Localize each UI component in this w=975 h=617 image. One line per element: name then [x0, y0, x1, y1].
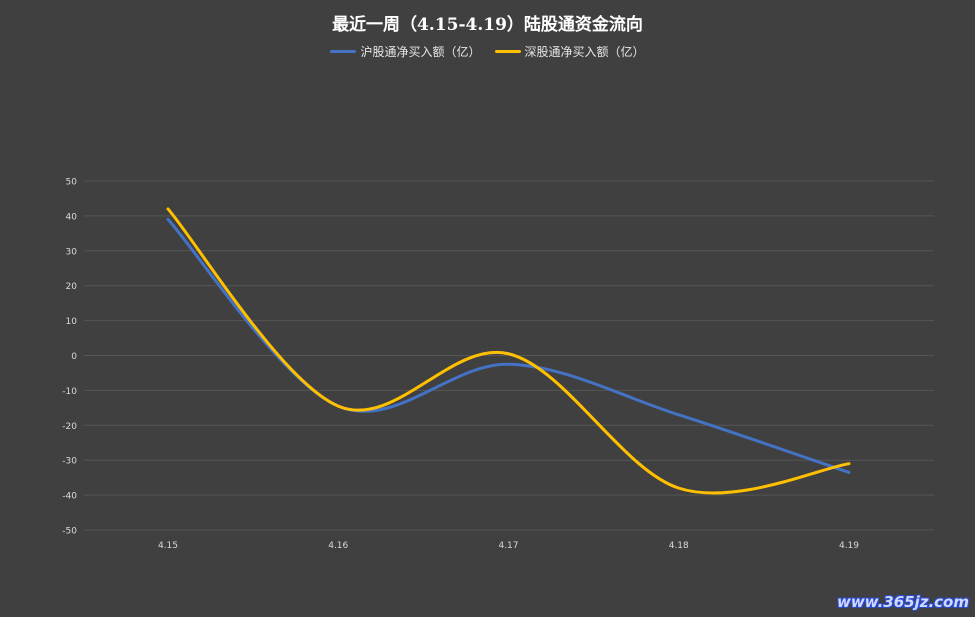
y-tick-label-5: 0 [71, 352, 77, 362]
y-tick-label-1: 40 [66, 212, 78, 222]
legend-item-series-2: 深股通净买入额（亿） [494, 43, 645, 60]
series-line-2 [166, 207, 851, 495]
legend-label-series-1: 沪股通净买入额（亿） [360, 45, 481, 59]
legend-item-series-1: 沪股通净买入额（亿） [330, 43, 481, 60]
legend-label-series-2: 深股通净买入额（亿） [524, 45, 645, 59]
x-tick-label-3: 4.18 [669, 541, 689, 551]
x-tick-label-0: 4.15 [158, 541, 178, 551]
legend: 沪股通净买入额（亿） 深股通净买入额（亿） [0, 43, 975, 60]
series-line-1 [166, 217, 851, 474]
legend-swatch-series-1 [330, 50, 357, 53]
y-tick-label-2: 30 [66, 247, 78, 257]
y-tick-label-7: -20 [62, 422, 77, 432]
y-tick-label-9: -40 [62, 492, 77, 502]
legend-swatch-series-2 [494, 50, 521, 53]
y-tick-label-10: -50 [62, 527, 77, 537]
y-tick-label-6: -10 [62, 387, 77, 397]
y-tick-label-0: 50 [66, 178, 78, 188]
watermark: www.365jz.com [836, 593, 969, 611]
chart-title: 最近一周（4.15-4.19）陆股通资金流向 [332, 15, 643, 35]
x-tick-label-2: 4.17 [498, 541, 518, 551]
y-tick-label-3: 20 [66, 282, 78, 292]
y-tick-label-8: -30 [62, 457, 77, 467]
y-tick-label-4: 10 [66, 317, 78, 327]
x-tick-label-4: 4.19 [839, 541, 859, 551]
x-tick-label-1: 4.16 [328, 541, 348, 551]
